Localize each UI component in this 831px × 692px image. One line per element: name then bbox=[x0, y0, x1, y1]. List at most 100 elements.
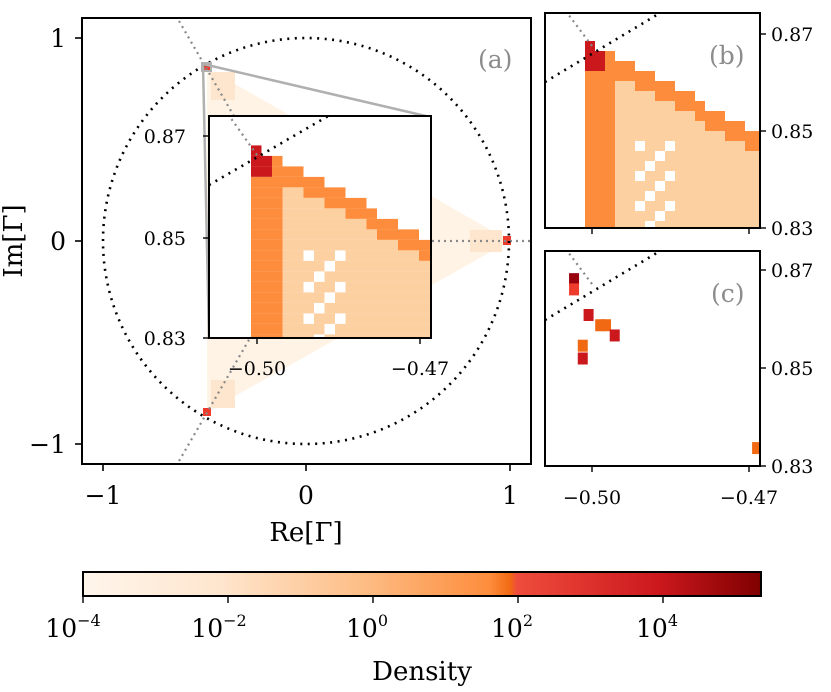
heatmap-cell bbox=[345, 218, 356, 230]
heatmap-cell bbox=[605, 161, 615, 171]
heatmap-cell bbox=[585, 151, 595, 161]
panel-c-ray bbox=[565, 251, 593, 285]
a-ytick-2: −1 bbox=[29, 430, 66, 459]
heatmap-cell bbox=[625, 221, 635, 228]
heatmap-cell bbox=[324, 229, 335, 240]
heatmap-cell bbox=[695, 111, 705, 121]
panel-b-label: (b) bbox=[709, 41, 745, 70]
heatmap-cell bbox=[303, 239, 314, 251]
heatmap-cell bbox=[345, 313, 356, 324]
heatmap-cell bbox=[303, 229, 314, 240]
heatmap-cell bbox=[324, 208, 335, 219]
heatmap-cell bbox=[251, 239, 262, 251]
heatmap-cell bbox=[585, 41, 595, 51]
heatmap-cell bbox=[745, 161, 755, 171]
heatmap-cell bbox=[324, 187, 335, 198]
heatmap-cell bbox=[272, 323, 283, 335]
heatmap-cell bbox=[685, 161, 695, 171]
heatmap-cell bbox=[665, 81, 675, 91]
heatmap-cell bbox=[665, 121, 675, 131]
heatmap-cell bbox=[335, 260, 346, 272]
heatmap-cell bbox=[398, 239, 409, 251]
heatmap-cell bbox=[755, 161, 760, 171]
heatmap-cell bbox=[695, 181, 705, 191]
heatmap-cell bbox=[419, 313, 430, 324]
a-xtick-2: 1 bbox=[502, 481, 518, 510]
heatmap-cell bbox=[715, 151, 725, 161]
heatmap-cell bbox=[625, 71, 635, 81]
heatmap-cell bbox=[408, 281, 419, 293]
heatmap-cell bbox=[645, 131, 655, 141]
heatmap-cell bbox=[408, 250, 419, 261]
heatmap-cell bbox=[272, 302, 283, 314]
heatmap-cell bbox=[345, 302, 356, 314]
heatmap-cell bbox=[755, 141, 760, 151]
heatmap-cell bbox=[705, 141, 715, 151]
heatmap-cell bbox=[282, 260, 293, 272]
heatmap-cell bbox=[282, 239, 293, 251]
heatmap-cell bbox=[715, 221, 725, 228]
heatmap-cell bbox=[377, 239, 388, 251]
heatmap-cell bbox=[272, 208, 283, 219]
heatmap-cell bbox=[324, 281, 335, 293]
heatmap-cell bbox=[705, 221, 715, 228]
heatmap-cell bbox=[655, 141, 665, 151]
heatmap-cell bbox=[615, 131, 625, 141]
heatmap-cell bbox=[745, 141, 755, 151]
heatmap-cell bbox=[387, 323, 398, 335]
heatmap-cell bbox=[577, 352, 588, 365]
inset-ytick-0: 0.87 bbox=[144, 126, 186, 148]
heatmap-cell bbox=[615, 111, 625, 121]
panel-c-cells bbox=[569, 273, 760, 455]
heatmap-cell bbox=[293, 313, 304, 324]
heatmap-cell bbox=[303, 323, 314, 335]
heatmap-cell bbox=[655, 221, 665, 228]
c-ytick-0: 0.87 bbox=[771, 260, 813, 282]
heatmap-cell bbox=[625, 191, 635, 201]
heatmap-cell bbox=[695, 131, 705, 141]
heatmap-cell bbox=[377, 302, 388, 314]
heatmap-cell bbox=[685, 191, 695, 201]
heatmap-cell bbox=[398, 281, 409, 293]
heatmap-cell bbox=[635, 151, 645, 161]
heatmap-cell bbox=[595, 161, 605, 171]
heatmap-cell bbox=[745, 211, 755, 221]
heatmap-cell bbox=[314, 281, 325, 293]
heatmap-cell bbox=[755, 211, 760, 221]
heatmap-cell bbox=[293, 197, 304, 209]
heatmap-cell bbox=[715, 171, 725, 181]
heatmap-cell bbox=[303, 176, 314, 188]
heatmap-cell bbox=[345, 281, 356, 293]
heatmap-cell bbox=[335, 208, 346, 219]
heatmap-cell bbox=[605, 91, 615, 101]
heatmap-cell bbox=[387, 229, 398, 240]
heatmap-cell bbox=[356, 229, 367, 240]
c-ytick-1: 0.85 bbox=[771, 358, 813, 380]
heatmap-cell bbox=[585, 111, 595, 121]
heatmap-cell bbox=[725, 181, 735, 191]
heatmap-cell bbox=[314, 239, 325, 251]
heatmap-cell bbox=[645, 141, 655, 151]
heatmap-cell bbox=[595, 201, 605, 211]
heatmap-cell bbox=[645, 81, 655, 91]
heatmap-cell bbox=[408, 229, 419, 240]
heatmap-cell bbox=[595, 141, 605, 151]
heatmap-cell bbox=[595, 131, 605, 141]
heatmap-cell bbox=[615, 91, 625, 101]
heatmap-cell bbox=[585, 71, 595, 81]
heatmap-cell bbox=[356, 239, 367, 251]
heatmap-cell bbox=[272, 239, 283, 251]
heatmap-cell bbox=[585, 221, 595, 228]
heatmap-cell bbox=[635, 81, 645, 91]
heatmap-cell bbox=[705, 161, 715, 171]
heatmap-cell bbox=[356, 260, 367, 272]
heatmap-cell bbox=[585, 51, 595, 61]
heatmap-cell bbox=[605, 81, 615, 91]
heatmap-cell bbox=[293, 334, 304, 338]
heatmap-cell bbox=[625, 61, 635, 71]
heatmap-cell bbox=[645, 171, 655, 181]
heatmap-cell bbox=[675, 151, 685, 161]
heatmap-cell bbox=[272, 260, 283, 272]
heatmap-cell bbox=[408, 239, 419, 251]
